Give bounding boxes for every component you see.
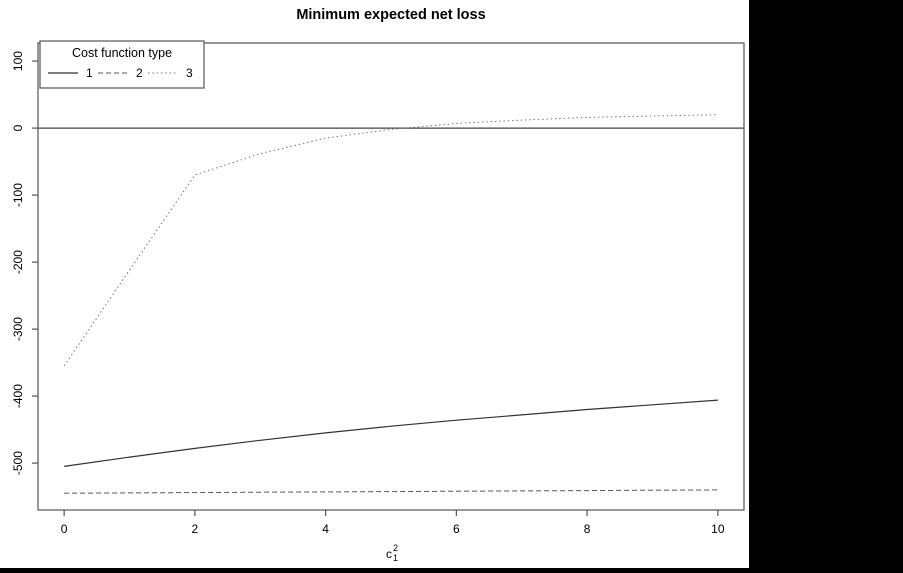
series-line-3 bbox=[63, 114, 718, 367]
y-axis-tick-label: -500 bbox=[11, 451, 25, 475]
y-axis-tick-label: 100 bbox=[11, 51, 25, 71]
x-axis-tick-label: 0 bbox=[61, 522, 68, 536]
x-axis-tick-label: 10 bbox=[711, 522, 725, 536]
x-axis-tick-label: 6 bbox=[453, 522, 460, 536]
x-axis-tick-label: 2 bbox=[192, 522, 199, 536]
x-axis-label-subscript: 1 bbox=[393, 553, 398, 563]
legend-entry-label: 3 bbox=[186, 66, 193, 80]
net-loss-chart: Minimum expected net loss 0 2 4 6 8 10 100 0 -10… bbox=[11, 7, 745, 563]
legend-entry-label: 2 bbox=[136, 66, 143, 80]
series-line-1 bbox=[64, 399, 718, 467]
x-axis-label-base: c bbox=[386, 547, 392, 561]
chart-title: Minimum expected net loss bbox=[296, 7, 485, 23]
plot-device: Minimum expected net loss 0 2 4 6 8 10 100 0 -10… bbox=[0, 0, 749, 568]
y-axis-tick-label: -200 bbox=[11, 250, 25, 274]
legend-box bbox=[39, 40, 205, 89]
x-axis-tick-label: 8 bbox=[584, 522, 591, 536]
y-axis-tick-label: -100 bbox=[11, 183, 25, 207]
chart-generated-content: 0 2 4 6 8 10 100 0 -100 -200 -300 -400 -500 Cost func… bbox=[11, 40, 745, 563]
y-axis-tick-label: -400 bbox=[11, 384, 25, 408]
x-axis-tick-label: 4 bbox=[322, 522, 329, 536]
y-axis-tick-label: 0 bbox=[11, 124, 25, 131]
legend-title: Cost function type bbox=[72, 46, 172, 60]
series-line-2 bbox=[64, 489, 718, 494]
plot-box bbox=[37, 42, 745, 511]
legend-entry-label: 1 bbox=[86, 66, 93, 80]
x-axis-label-superscript: 2 bbox=[393, 543, 398, 553]
y-axis-tick-label: -300 bbox=[11, 317, 25, 341]
